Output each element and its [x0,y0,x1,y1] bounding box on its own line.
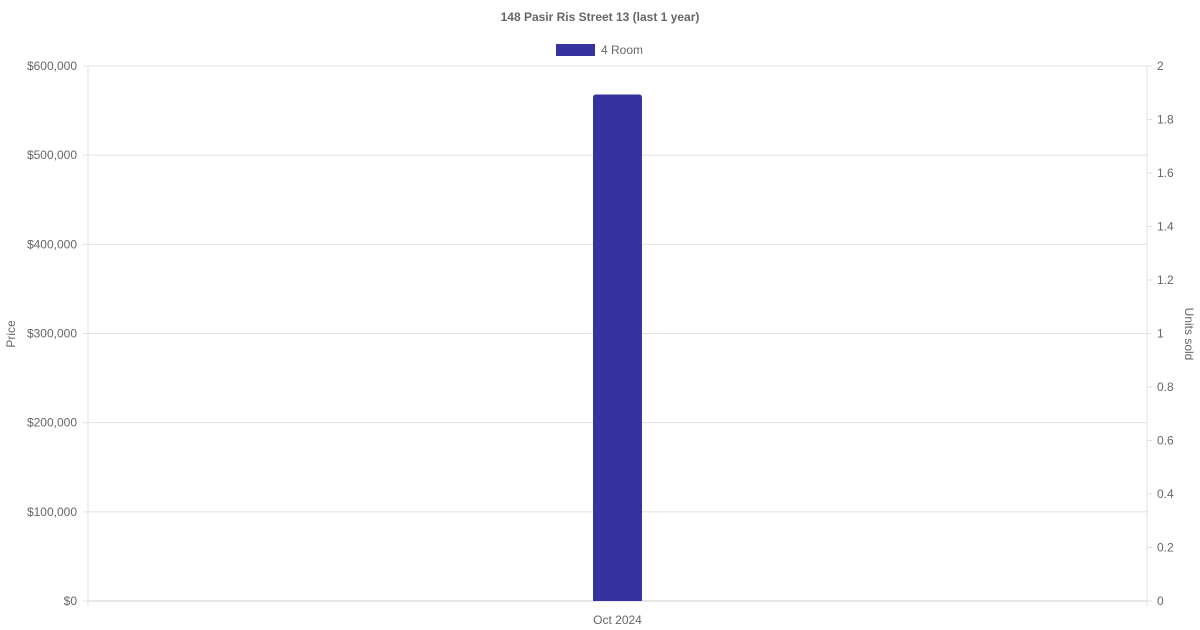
y2-tick-label: 1.4 [1157,220,1174,234]
legend-label: 4 Room [601,43,643,57]
x-tick-label: Oct 2024 [593,613,642,627]
y2-tick-label: 1.2 [1157,273,1174,287]
y-tick-label: $600,000 [27,59,77,73]
bar [593,94,642,602]
y2-tick-label: 1 [1157,327,1164,341]
y2-tick-label: 0.8 [1157,380,1174,394]
y-tick-label: $500,000 [27,148,77,162]
y-tick-label: $0 [64,594,78,608]
y-tick-label: $300,000 [27,327,77,341]
y2-tick-label: 0.4 [1157,487,1174,501]
legend-swatch [556,44,595,56]
y2-tick-label: 1.8 [1157,113,1174,127]
y2-tick-label: 1.6 [1157,166,1174,180]
y2-tick-label: 0.2 [1157,541,1174,555]
y-tick-label: $400,000 [27,237,77,251]
y2-tick-label: 2 [1157,59,1164,73]
y2-tick-label: 0.6 [1157,434,1174,448]
y-tick-label: $100,000 [27,505,77,519]
y-axis-label: Price [4,320,18,348]
legend-item[interactable]: 4 Room [556,43,643,57]
chart-title: 148 Pasir Ris Street 13 (last 1 year) [501,10,700,24]
y2-tick-label: 0 [1157,594,1164,608]
y-tick-label: $200,000 [27,416,77,430]
y2-axis-label: Units sold [1182,308,1196,361]
